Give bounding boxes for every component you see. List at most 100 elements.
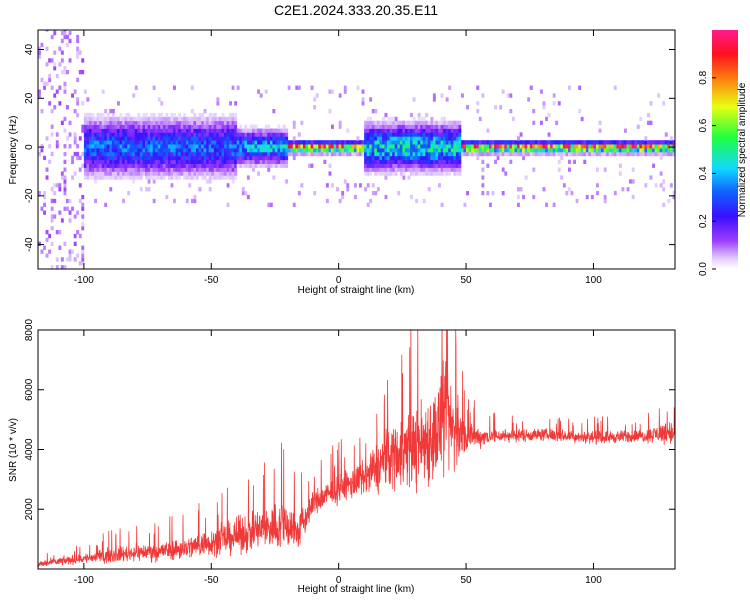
spectrogram-cell <box>183 155 187 161</box>
spectrogram-cell <box>341 194 345 200</box>
spectrogram-cell <box>453 159 457 164</box>
spectrogram-cell <box>443 151 446 157</box>
spectrogram-cell <box>106 159 110 164</box>
spectrogram-cell <box>201 124 204 129</box>
spectrogram-cell <box>81 128 85 133</box>
spectrogram-cell <box>313 140 317 145</box>
spectrogram-cell <box>170 140 174 145</box>
spectrogram-cell <box>585 140 589 145</box>
spectrogram-cell <box>443 167 446 172</box>
spectrogram-cell <box>407 132 411 137</box>
spectrogram-cell <box>58 46 62 51</box>
spectrogram-cell <box>137 144 141 149</box>
spectrogram-cell <box>450 120 454 125</box>
spectrogram-cell <box>366 116 370 122</box>
spectrogram-cell <box>211 124 215 129</box>
spectrogram-cell <box>443 128 446 133</box>
spectrogram-cell <box>639 151 643 157</box>
spectrogram-cell <box>96 171 100 176</box>
spectrogram-cell <box>369 136 373 141</box>
spectrogram-cell <box>404 159 408 164</box>
spectrogram-cell <box>160 175 164 180</box>
spectrogram-cell <box>218 128 222 133</box>
spectrogram-cell <box>517 148 520 153</box>
spectrogram-cell <box>38 151 41 157</box>
spectrogram-cell <box>382 163 385 168</box>
spectrogram-cell <box>397 144 401 149</box>
spectrogram-cell <box>193 198 197 204</box>
spectrogram-cell <box>430 116 434 122</box>
spectrogram-cell <box>590 144 594 149</box>
spectrogram-cell <box>114 116 118 122</box>
spectrogram-cell <box>519 148 523 153</box>
spectrogram-cell <box>167 151 171 157</box>
spectrogram-cell <box>198 124 202 129</box>
spectrogram-cell <box>626 148 630 153</box>
spectrogram-cell <box>127 120 131 125</box>
spectrogram-cell <box>89 171 92 176</box>
spectrogram-cell <box>292 136 296 141</box>
spectrogram-cell <box>139 132 143 137</box>
spectrogram-cell <box>109 132 113 137</box>
spectrogram-cell <box>573 144 576 149</box>
spectrogram-cell <box>262 132 266 137</box>
spectrogram-cell <box>262 136 266 141</box>
spectrogram-cell <box>356 136 360 141</box>
spectrogram-cell <box>152 136 156 141</box>
spectrogram-cell <box>180 148 184 153</box>
spectrogram-cell <box>145 132 148 137</box>
spectrogram-cell <box>397 151 401 157</box>
spectrogram-cell <box>147 151 151 157</box>
spectrogram-cell <box>257 132 260 137</box>
spectrogram-cell <box>162 151 166 157</box>
spectrogram-cell <box>389 155 393 161</box>
spectrogram-cell <box>613 151 617 157</box>
spectrogram-cell <box>226 151 230 157</box>
spectrogram-cell <box>104 148 108 153</box>
spectrogram-cell <box>308 148 311 153</box>
spectrogram-cell <box>295 144 299 149</box>
spectrogram-cell <box>241 140 245 145</box>
spectrogram-cell <box>254 148 258 153</box>
spectrogram-cell <box>450 151 454 157</box>
spectrogram-cell <box>384 128 388 133</box>
spectrogram-cell <box>145 155 148 161</box>
spectrogram-cell <box>417 116 421 122</box>
snr-x-tick-label: 0 <box>336 575 342 586</box>
spectrogram-cell <box>190 167 194 172</box>
spectrogram-cell <box>193 151 197 157</box>
spectrogram-cell <box>96 136 100 141</box>
spectrogram-cell <box>657 93 661 98</box>
spectrogram-cell <box>458 155 462 161</box>
spectrogram-cell <box>621 187 625 192</box>
spectrogram-cell <box>267 202 271 207</box>
spectrogram-cell <box>336 151 339 157</box>
spectrogram-cell <box>190 148 194 153</box>
spectrogram-cell <box>213 132 217 137</box>
spectrogram-cell <box>224 167 227 172</box>
spectrogram-cell <box>246 159 250 164</box>
spectrogram-cell <box>384 112 388 118</box>
spectrogram-cell <box>229 163 232 168</box>
spectrogram-cell <box>175 171 179 176</box>
spectrogram-cell <box>155 148 159 153</box>
spectrogram-cell <box>458 171 462 176</box>
spectrogram-cell <box>134 124 138 129</box>
spectrogram-cell <box>147 116 151 122</box>
spectrogram-cell <box>58 85 62 90</box>
spectrogram-cell <box>134 132 138 137</box>
spectrogram-cell <box>106 148 110 153</box>
spectrogram-cell <box>537 140 541 145</box>
spectrogram-cell <box>359 140 362 145</box>
spectrogram-cell <box>455 171 459 176</box>
spectrogram-cell <box>173 163 176 168</box>
spectrogram-cell <box>129 132 133 137</box>
spectrogram-cell <box>99 132 103 137</box>
spectrogram-cell <box>323 144 327 149</box>
spectrogram-cell <box>387 151 390 157</box>
spectrogram-cell <box>443 120 446 125</box>
spectrogram-cell <box>160 159 164 164</box>
spectrogram-cell <box>570 140 574 145</box>
spectrogram-cell <box>361 151 365 157</box>
spectrogram-cell <box>399 148 403 153</box>
